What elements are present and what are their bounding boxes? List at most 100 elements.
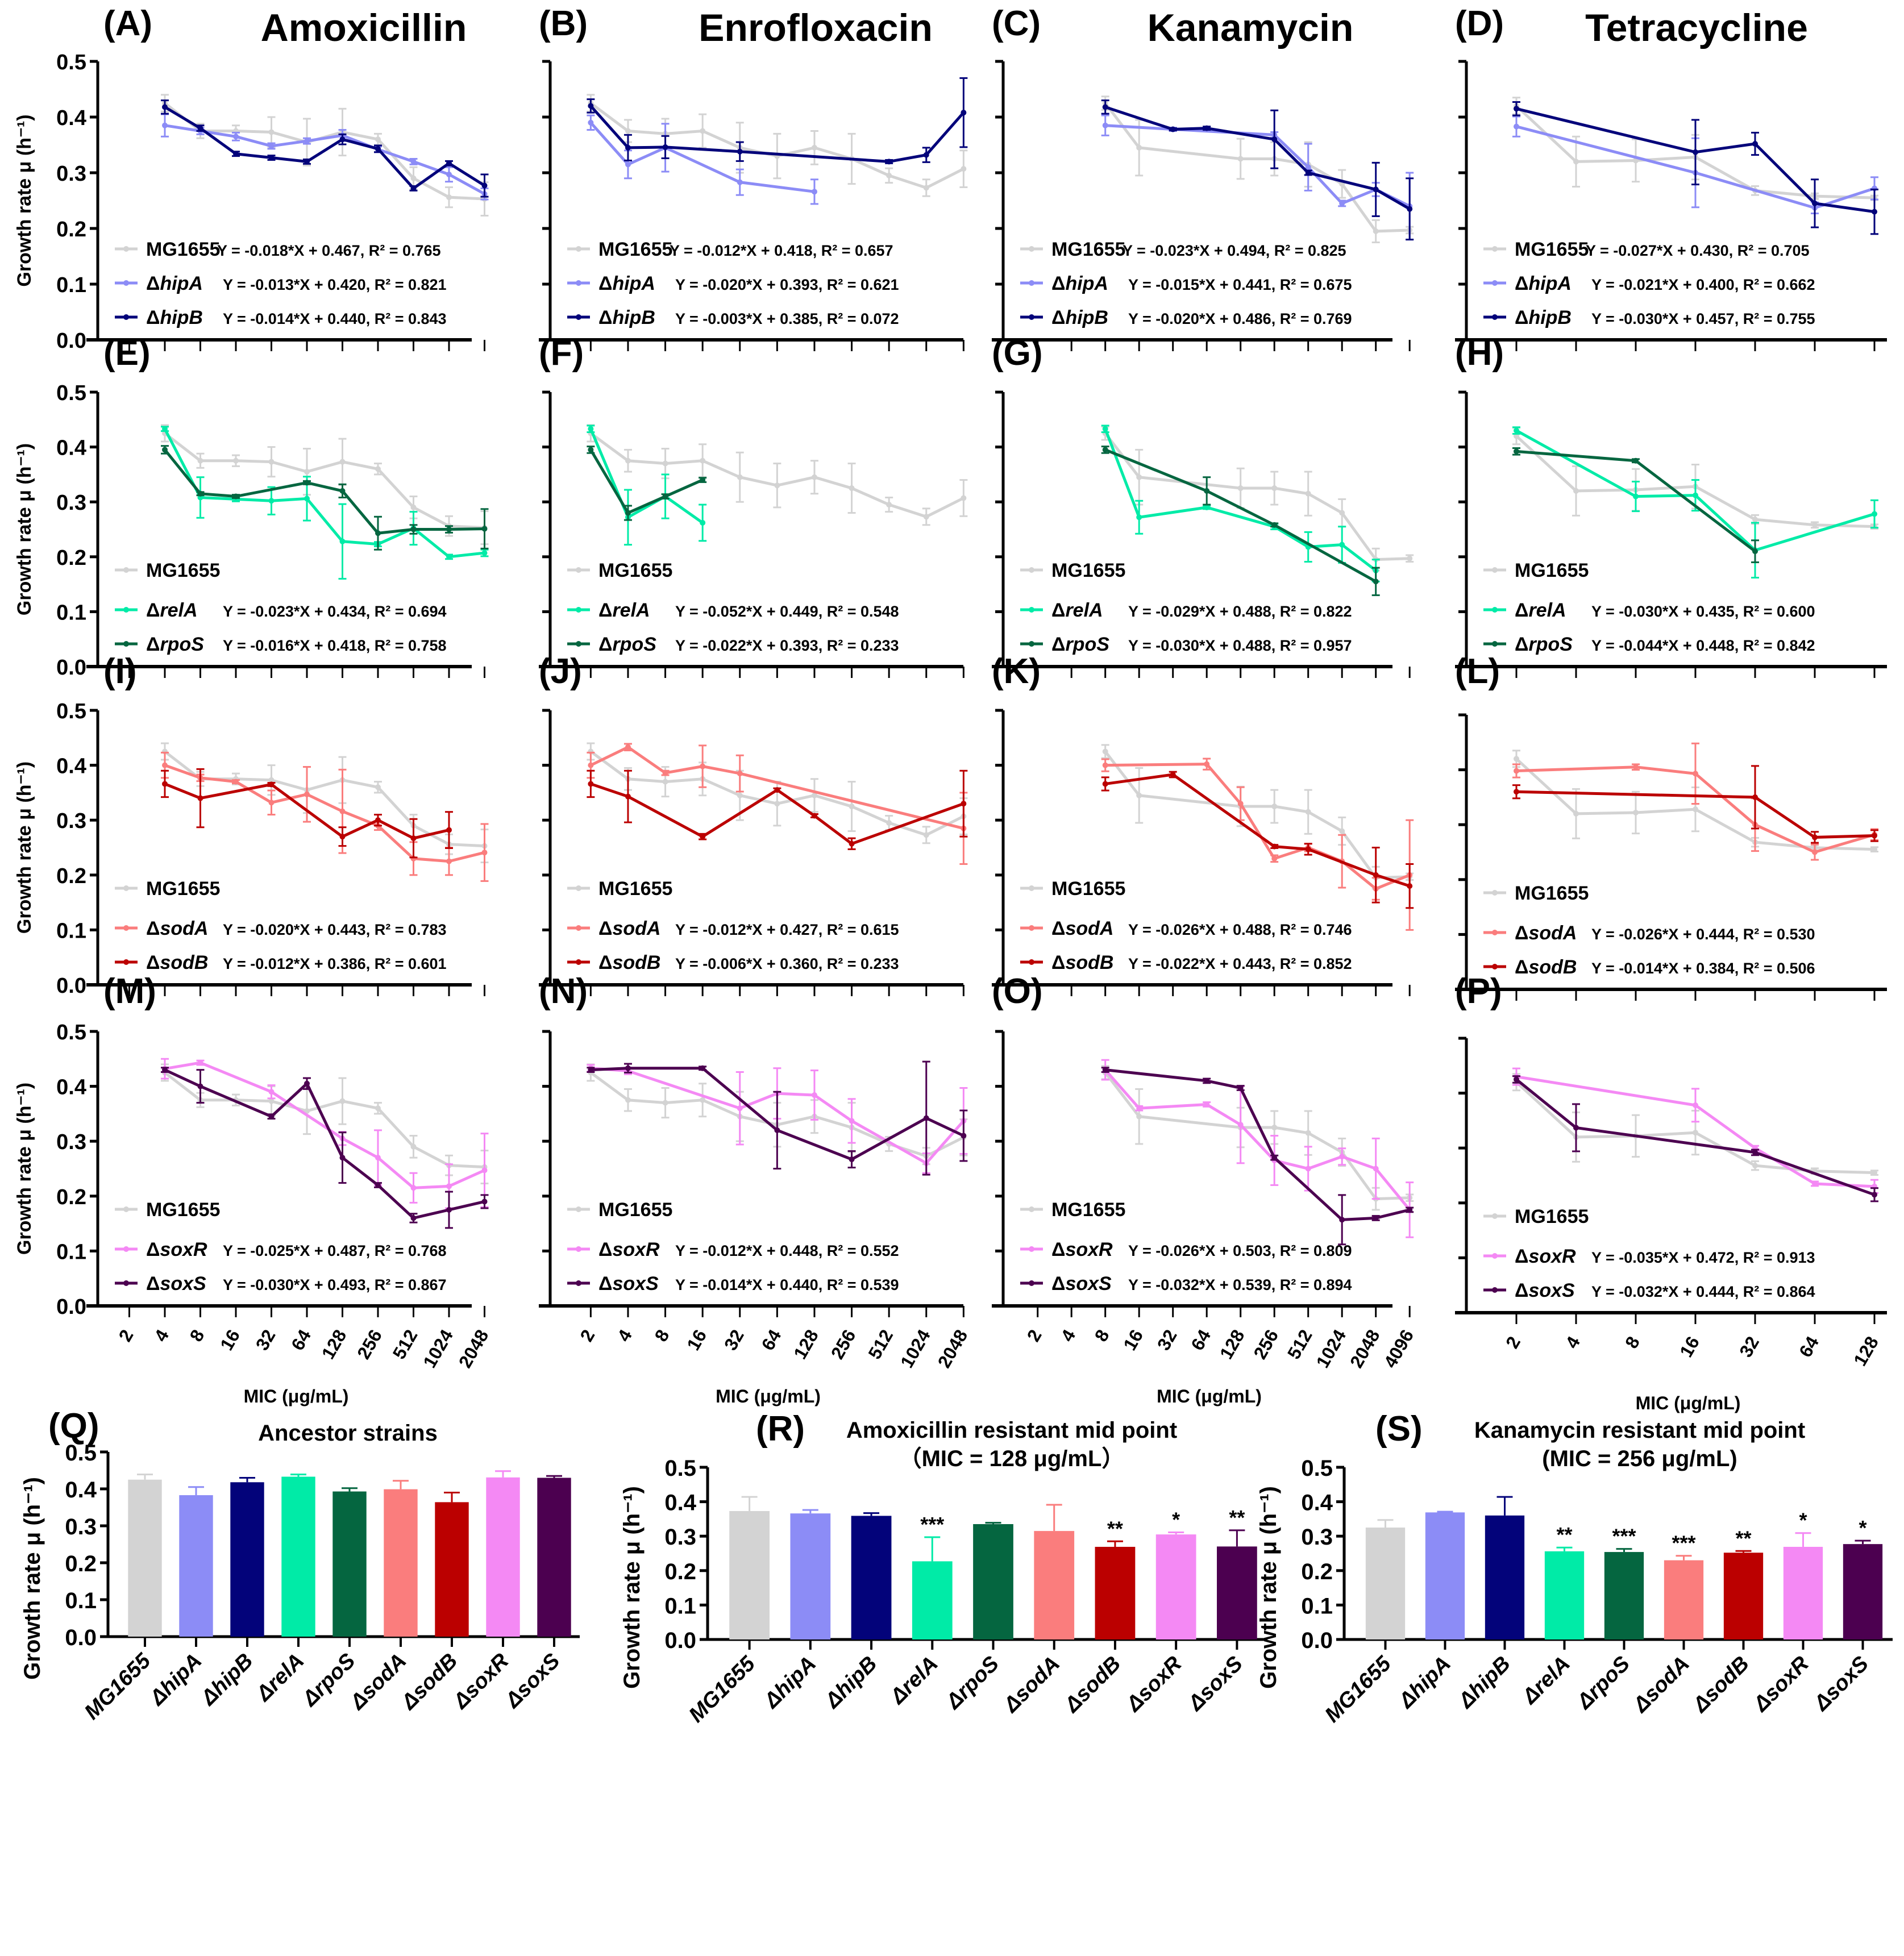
- series-line: [1516, 790, 1875, 839]
- x-tick-label: ΔrelA: [885, 1652, 942, 1709]
- significance-label: *: [1859, 1516, 1866, 1539]
- legend-label: ΔsoxS: [1515, 1280, 1575, 1301]
- data-point: [625, 161, 631, 168]
- x-tick-label: 256: [827, 1326, 860, 1363]
- series-line: [590, 745, 964, 830]
- data-point: [1872, 846, 1877, 852]
- panel-label: (M): [103, 972, 156, 1011]
- series-soda: ΔsodA Y = -0.026*X + 0.488, R² = 0.746: [1020, 758, 1414, 939]
- bar: [790, 1513, 831, 1639]
- data-point: [1407, 555, 1413, 561]
- data-point: [1373, 872, 1379, 878]
- series-soxr: ΔsoxR Y = -0.035*X + 0.472, R² = 0.913: [1483, 1067, 1878, 1267]
- legend-equation: Y = -0.021*X + 0.400, R² = 0.662: [1591, 276, 1815, 293]
- data-point: [1204, 761, 1210, 767]
- series-line: [164, 432, 485, 530]
- data-point: [961, 801, 967, 807]
- data-point: [1633, 764, 1639, 770]
- data-point: [446, 160, 452, 167]
- y-tick-label: 0.2: [56, 1185, 86, 1209]
- data-point: [162, 781, 168, 787]
- data-point: [1170, 772, 1176, 778]
- data-point: [375, 530, 381, 536]
- data-point: [375, 1105, 381, 1112]
- column-titles: Amoxicillin Enrofloxacin Kanamycin Tetra…: [261, 6, 1808, 49]
- panel-label: (S): [1375, 1409, 1423, 1449]
- bar: [1843, 1544, 1883, 1639]
- panel-label: (H): [1455, 334, 1504, 373]
- data-point: [886, 502, 892, 508]
- y-tick-label: 0.0: [56, 656, 86, 680]
- data-point: [304, 469, 310, 475]
- bar-rela: *** ΔrelA: [885, 1513, 953, 1709]
- legend-label: MG1655: [598, 560, 672, 581]
- data-point: [410, 159, 417, 165]
- y-tick-label: 0.2: [56, 864, 86, 888]
- significance-label: ***: [1672, 1531, 1695, 1555]
- y-tick-label: 0.4: [56, 436, 86, 460]
- x-tick-label: 256: [353, 1326, 386, 1363]
- bar: [1723, 1553, 1764, 1639]
- x-tick-label: ΔhipA: [145, 1649, 207, 1711]
- series-line: [1104, 432, 1410, 561]
- legend-equation: Y = -0.020*X + 0.393, R² = 0.621: [675, 276, 899, 293]
- data-point: [481, 526, 488, 532]
- legend-marker: [576, 1280, 581, 1286]
- y-tick-label: 0.3: [1301, 1525, 1333, 1550]
- data-point: [1204, 1077, 1210, 1084]
- legend-marker: [1492, 607, 1498, 613]
- legend-label: MG1655: [1515, 560, 1589, 581]
- data-point: [1752, 141, 1758, 147]
- series-soda: ΔsodA Y = -0.026*X + 0.444, R² = 0.530: [1483, 742, 1878, 944]
- legend-marker: [1029, 314, 1034, 320]
- data-point: [1872, 209, 1877, 215]
- data-point: [1373, 186, 1379, 193]
- y-axis-label: Growth rate μ (h⁻¹): [1256, 1486, 1281, 1689]
- data-point: [1514, 106, 1519, 112]
- bar: [729, 1510, 770, 1639]
- data-point: [1237, 1085, 1244, 1091]
- data-point: [700, 834, 706, 840]
- panel-l: (L) MG1655 ΔsodA Y = -0.026*X + 0.444, R² =…: [1455, 652, 1887, 1001]
- data-point: [1872, 1192, 1877, 1198]
- data-point: [339, 1098, 346, 1104]
- legend-equation: Y = -0.013*X + 0.420, R² = 0.821: [223, 276, 447, 293]
- legend-label: ΔsodA: [598, 918, 660, 939]
- legend-equation: Y = -0.025*X + 0.487, R² = 0.768: [223, 1242, 447, 1259]
- bar: [230, 1482, 264, 1637]
- legend-equation: Y = -0.022*X + 0.443, R² = 0.852: [1128, 955, 1352, 972]
- data-point: [1633, 457, 1639, 464]
- series-line: [164, 1071, 485, 1169]
- x-tick-label: ΔsodB: [1059, 1652, 1125, 1718]
- data-point: [1136, 514, 1142, 521]
- x-tick-label: ΔsodB: [396, 1649, 462, 1715]
- data-point: [737, 1105, 743, 1112]
- data-point: [1136, 144, 1142, 151]
- series-mg1655: MG1655: [1483, 427, 1878, 581]
- legend-label: MG1655: [598, 1199, 672, 1221]
- data-point: [961, 166, 967, 172]
- data-point: [1271, 804, 1278, 810]
- data-point: [268, 1113, 275, 1120]
- legend-equation: Y = -0.012*X + 0.448, R² = 0.552: [675, 1242, 899, 1259]
- data-point: [304, 138, 310, 144]
- series-rela: ΔrelA Y = -0.029*X + 0.488, R² = 0.822: [1020, 425, 1380, 621]
- data-point: [1237, 1122, 1244, 1128]
- legend-label: MG1655: [1051, 878, 1125, 900]
- data-point: [774, 1127, 780, 1133]
- series-line: [164, 764, 485, 863]
- bar: [973, 1524, 1013, 1639]
- legend-label: ΔsoxR: [1515, 1246, 1576, 1267]
- series-hipa: ΔhipA Y = -0.021*X + 0.400, R² = 0.662: [1483, 115, 1878, 294]
- legend-equation: Y = -0.030*X + 0.435, R² = 0.600: [1591, 603, 1815, 620]
- series-rpos: ΔrpoS Y = -0.030*X + 0.488, R² = 0.957: [1020, 446, 1380, 655]
- y-tick-label: 0.2: [1301, 1559, 1333, 1584]
- data-point: [1693, 806, 1698, 813]
- legend-equation: Y = -0.026*X + 0.503, R² = 0.809: [1128, 1242, 1352, 1259]
- legend-equation: Y = -0.035*X + 0.472, R² = 0.913: [1591, 1249, 1815, 1266]
- x-tick-label: 16: [683, 1326, 710, 1354]
- legend-marker: [123, 567, 129, 573]
- data-point: [1237, 801, 1244, 807]
- x-tick-label: 64: [1795, 1333, 1823, 1360]
- y-tick-label: 0.5: [664, 1456, 696, 1481]
